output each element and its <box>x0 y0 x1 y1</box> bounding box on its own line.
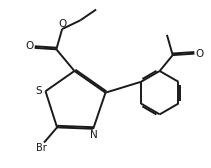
Text: O: O <box>58 19 66 29</box>
Text: Br: Br <box>36 143 47 153</box>
Text: O: O <box>26 41 34 51</box>
Text: N: N <box>90 130 98 140</box>
Text: O: O <box>195 49 204 59</box>
Text: S: S <box>36 86 42 96</box>
